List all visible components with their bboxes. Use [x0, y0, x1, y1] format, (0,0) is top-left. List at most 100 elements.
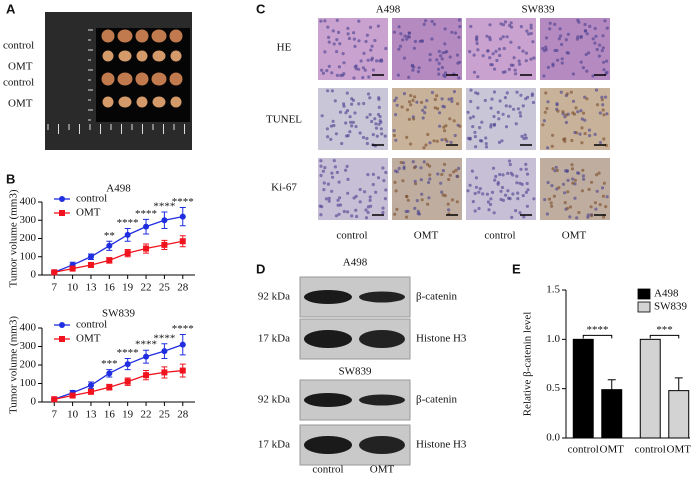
- band: [304, 330, 352, 348]
- nucleus: [499, 197, 503, 202]
- point: [179, 341, 186, 348]
- nucleus: [524, 162, 528, 166]
- nucleus: [570, 163, 574, 167]
- row-label: control: [3, 77, 34, 89]
- nucleus: [377, 105, 381, 109]
- nucleus: [425, 162, 430, 166]
- nucleus: [404, 215, 409, 219]
- nucleus: [364, 39, 368, 44]
- nucleus: [508, 104, 512, 108]
- nucleus: [417, 66, 421, 70]
- nucleus: [505, 91, 509, 95]
- nucleus: [593, 201, 598, 205]
- nucleus: [589, 205, 593, 209]
- nucleus: [371, 182, 375, 187]
- nucleus: [581, 111, 586, 115]
- nucleus: [393, 99, 397, 103]
- nucleus: [443, 42, 447, 46]
- nucleus: [428, 177, 432, 181]
- nucleus: [349, 120, 353, 124]
- nucleus: [453, 133, 457, 138]
- nucleus: [350, 124, 354, 128]
- nucleus: [357, 102, 361, 106]
- nucleus: [490, 190, 495, 194]
- y-tick-label: 400: [20, 322, 37, 334]
- nucleus: [436, 172, 440, 176]
- nucleus: [326, 182, 330, 186]
- nucleus: [346, 26, 350, 30]
- nucleus: [427, 180, 431, 185]
- group-label: OMT: [370, 464, 395, 476]
- nucleus: [486, 200, 490, 204]
- nucleus: [437, 49, 441, 54]
- nucleus: [605, 112, 609, 116]
- nucleus: [544, 91, 548, 95]
- nucleus: [405, 135, 409, 139]
- nucleus: [476, 106, 480, 110]
- nucleus: [346, 210, 350, 214]
- nucleus: [522, 215, 526, 219]
- nucleus: [329, 137, 333, 141]
- bar: [639, 338, 661, 439]
- nucleus: [392, 30, 396, 34]
- nucleus: [455, 174, 459, 178]
- nucleus: [452, 170, 456, 174]
- nucleus: [362, 51, 366, 56]
- nucleus: [374, 190, 378, 194]
- nucleus: [598, 43, 602, 47]
- nucleus: [529, 57, 533, 61]
- group-label: OMT: [562, 230, 587, 242]
- y-tick-label: 0: [31, 269, 37, 281]
- nucleus: [473, 135, 477, 139]
- nucleus: [364, 216, 369, 220]
- nucleus: [496, 110, 500, 114]
- nucleus: [490, 97, 494, 101]
- nucleus: [442, 125, 446, 129]
- significance: ****: [172, 323, 194, 335]
- nucleus: [476, 75, 480, 79]
- tumor: [101, 29, 115, 43]
- nucleus: [517, 59, 521, 63]
- x-tick-label: 22: [141, 409, 152, 421]
- nucleus: [570, 138, 574, 143]
- nucleus: [363, 190, 367, 194]
- nucleus: [556, 58, 560, 62]
- panel-label: D: [256, 261, 265, 276]
- nucleus: [331, 119, 335, 123]
- nucleus: [488, 56, 492, 60]
- nucleus: [439, 54, 443, 58]
- nucleus: [573, 178, 578, 182]
- blots: A498 92 kDa β-catenin 17 kDa Histone H3 SW839…: [258, 257, 467, 466]
- nucleus: [382, 179, 386, 183]
- nucleus: [412, 46, 416, 50]
- nucleus: [344, 111, 348, 115]
- point: [124, 231, 131, 238]
- nucleus: [478, 187, 482, 191]
- nucleus: [428, 58, 432, 62]
- nucleus: [381, 166, 385, 170]
- nucleus: [524, 190, 529, 194]
- nucleus: [587, 187, 591, 191]
- x-tick-label: 7: [51, 282, 57, 294]
- nucleus: [546, 146, 550, 150]
- significance: ****: [153, 332, 175, 344]
- protein-label: Histone H3: [416, 439, 467, 451]
- nucleus: [544, 36, 549, 40]
- nucleus: [361, 76, 365, 80]
- micrograph: [392, 158, 462, 220]
- nucleus: [499, 37, 503, 41]
- point: [87, 382, 94, 389]
- nucleus: [443, 27, 447, 31]
- nucleus: [571, 181, 575, 185]
- nucleus: [601, 46, 605, 50]
- nucleus: [568, 215, 572, 219]
- nucleus: [327, 199, 331, 203]
- nucleus: [399, 160, 403, 165]
- nucleus: [483, 98, 487, 103]
- nucleus: [321, 169, 325, 173]
- nucleus: [441, 51, 445, 55]
- nucleus: [413, 206, 417, 210]
- nucleus: [489, 106, 493, 110]
- nucleus: [566, 190, 570, 194]
- nucleus: [361, 66, 365, 70]
